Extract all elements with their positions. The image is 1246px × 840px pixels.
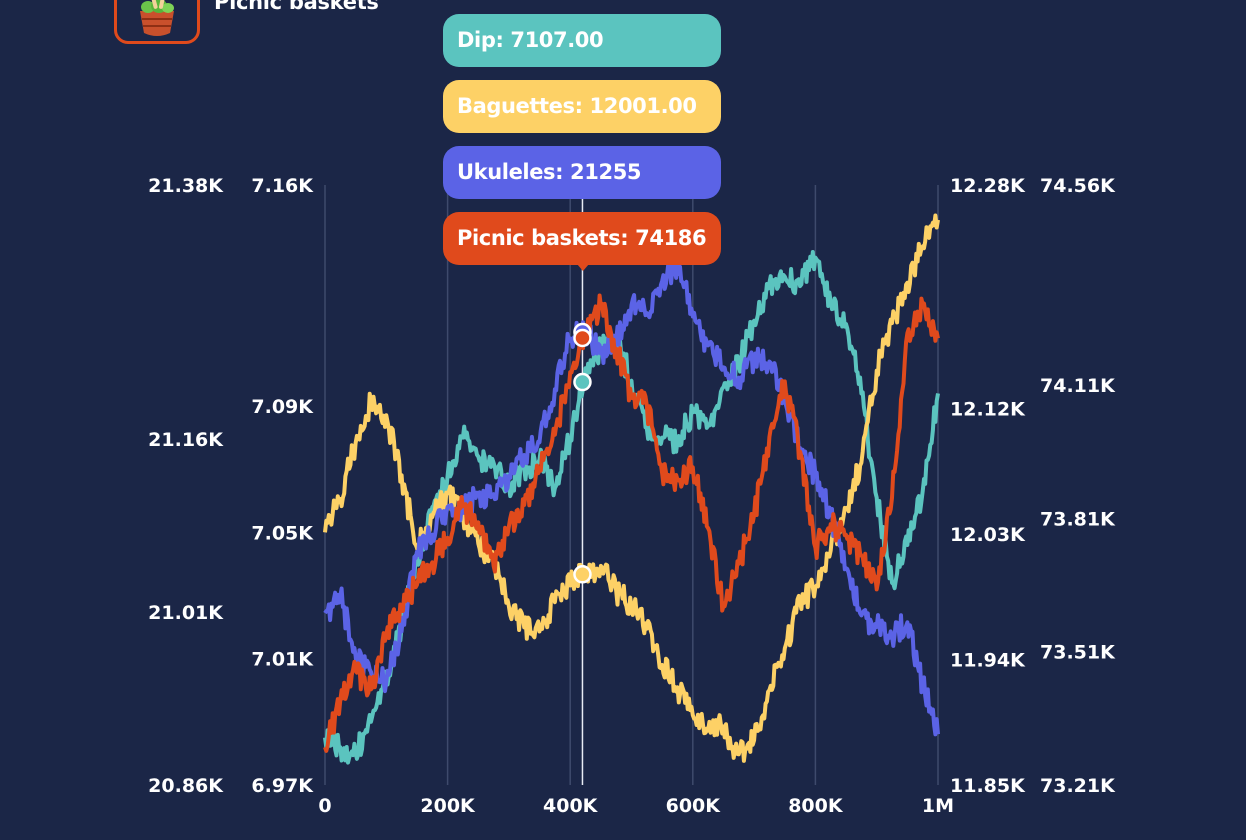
y-tick-label: 21.16K	[148, 429, 224, 451]
y-tick-label: 73.81K	[1040, 508, 1116, 530]
y-tick-label: 12.03K	[950, 524, 1026, 546]
tooltip-baguettes: Baguettes: 12001.00	[443, 80, 721, 133]
tooltip-pointer	[577, 264, 589, 271]
y-tick-label: 74.56K	[1040, 175, 1116, 197]
y-tick-label: 73.51K	[1040, 642, 1116, 664]
y-tick-label: 7.05K	[251, 522, 314, 544]
y-tick-label: 20.86K	[148, 775, 224, 797]
tooltip-dip: Dip: 7107.00	[443, 14, 721, 67]
x-tick-label: 800K	[788, 795, 844, 817]
y-tick-label: 12.12K	[950, 398, 1026, 420]
y-tick-label: 7.09K	[251, 396, 314, 418]
x-tick-label: 600K	[666, 795, 722, 817]
tooltip-ukuleles: Ukuleles: 21255	[443, 146, 721, 199]
y-tick-label: 6.97K	[251, 775, 314, 797]
hover-marker-picnic-baskets	[573, 328, 592, 348]
y-tick-label: 21.38K	[148, 175, 224, 197]
chart-legend[interactable]: Picnic baskets	[114, 0, 379, 44]
legend-series-label: Picnic baskets	[214, 0, 379, 14]
y-tick-label: 7.16K	[251, 175, 314, 197]
picnic-basket-icon	[114, 0, 200, 44]
series-line-picnic-baskets	[323, 293, 940, 753]
y-tick-label: 12.28K	[950, 175, 1026, 197]
y-tick-label: 73.21K	[1040, 775, 1116, 797]
y-tick-label: 11.94K	[950, 649, 1026, 671]
hover-marker-dip	[573, 372, 592, 392]
y-tick-label: 11.85K	[950, 775, 1026, 797]
tooltip-picnic-baskets: Picnic baskets: 74186	[443, 212, 721, 265]
x-tick-label: 1M	[922, 795, 954, 817]
x-tick-label: 400K	[543, 795, 599, 817]
y-tick-label: 74.11K	[1040, 375, 1116, 397]
hover-marker-baguettes	[573, 565, 592, 584]
y-tick-label: 21.01K	[148, 602, 224, 624]
x-tick-label: 200K	[420, 795, 476, 817]
y-tick-label: 7.01K	[251, 649, 314, 671]
x-tick-label: 0	[318, 795, 331, 817]
